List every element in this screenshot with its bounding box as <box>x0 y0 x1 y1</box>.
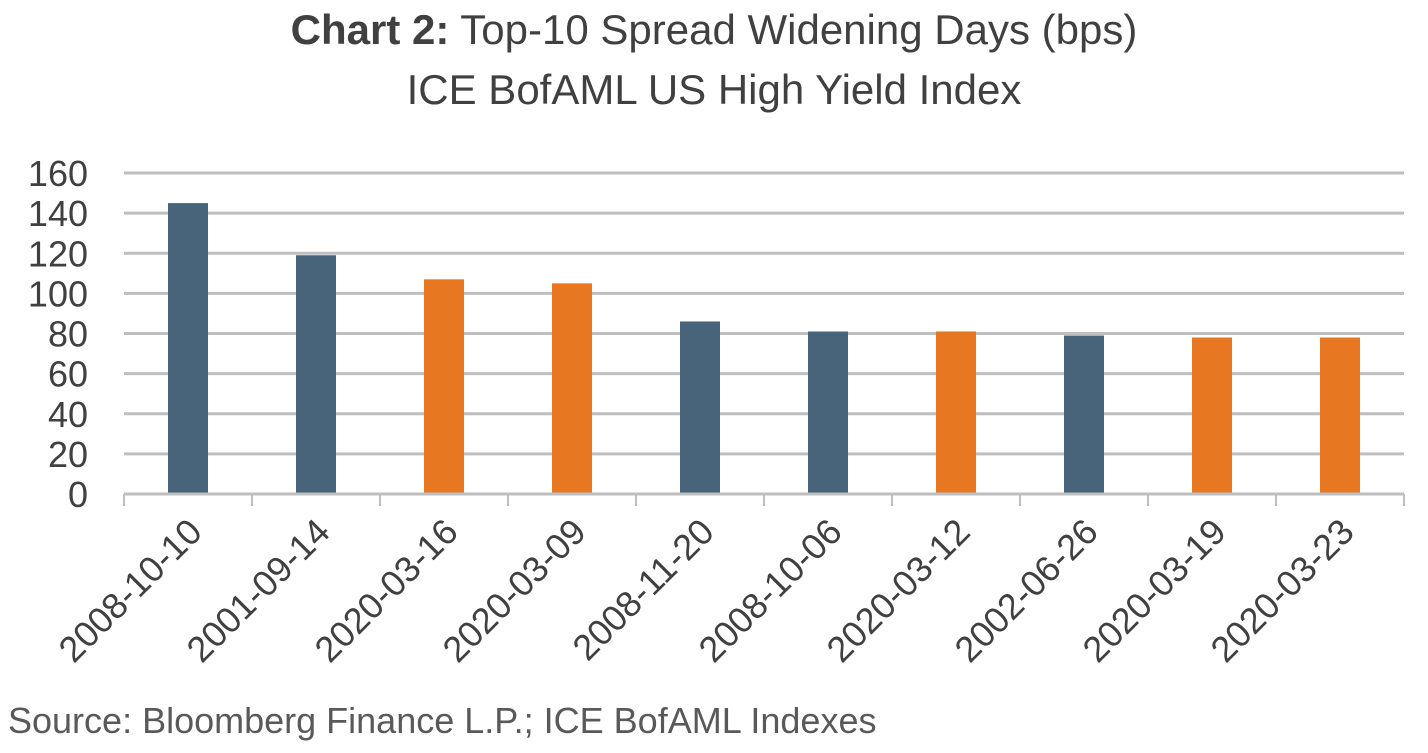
y-tick-label: 20 <box>48 434 88 475</box>
bar-2020-03-19 <box>1192 337 1232 494</box>
bar-2008-10-10 <box>168 203 208 494</box>
y-tick-label: 80 <box>48 314 88 355</box>
bar-2020-03-23 <box>1320 337 1360 494</box>
bar-2008-10-06 <box>808 331 848 494</box>
y-tick-label: 0 <box>68 474 88 515</box>
bar-2008-11-20 <box>680 321 720 494</box>
bar-2020-03-12 <box>936 331 976 494</box>
y-tick-label: 40 <box>48 394 88 435</box>
x-axis-ticks: 2008-10-102001-09-142020-03-162020-03-09… <box>50 511 1361 670</box>
chart-title-prefix: Chart 2: <box>290 6 450 53</box>
bar-2001-09-14 <box>296 255 336 494</box>
y-tick-label: 120 <box>28 233 88 274</box>
bar-2020-03-09 <box>552 283 592 494</box>
bar-2002-06-26 <box>1064 335 1104 494</box>
x-axis <box>123 492 1405 506</box>
y-tick-label: 140 <box>28 193 88 234</box>
chart-title: Chart 2: Top-10 Spread Widening Days (bp… <box>0 6 1428 54</box>
gridlines <box>124 171 1404 456</box>
source-note: Source: Bloomberg Finance L.P.; ICE BofA… <box>8 700 877 741</box>
y-tick-label: 60 <box>48 354 88 395</box>
chart-title-text: Top-10 Spread Widening Days (bps) <box>460 6 1138 53</box>
bars <box>168 203 1360 494</box>
y-tick-label: 160 <box>28 153 88 194</box>
chart-subtitle: ICE BofAML US High Yield Index <box>406 66 1022 113</box>
bar-2020-03-16 <box>424 279 464 494</box>
y-tick-label: 100 <box>28 273 88 314</box>
